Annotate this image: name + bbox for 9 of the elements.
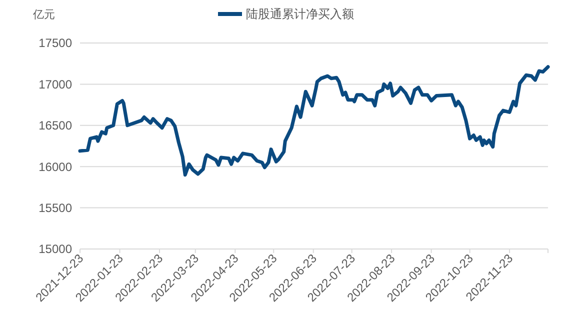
line-series — [78, 65, 550, 177]
y-tick-label: 16500 — [38, 118, 72, 133]
y-tick-label: 16000 — [38, 160, 72, 174]
y-tick-label: 17500 — [38, 36, 72, 50]
y-tick-label: 15500 — [38, 201, 72, 215]
y-axis-title: 亿元 — [32, 9, 55, 21]
legend-label: 陆股通累计净买入额 — [246, 7, 354, 22]
y-tick-label: 15000 — [38, 242, 72, 256]
y-tick-label: 17000 — [38, 77, 72, 92]
